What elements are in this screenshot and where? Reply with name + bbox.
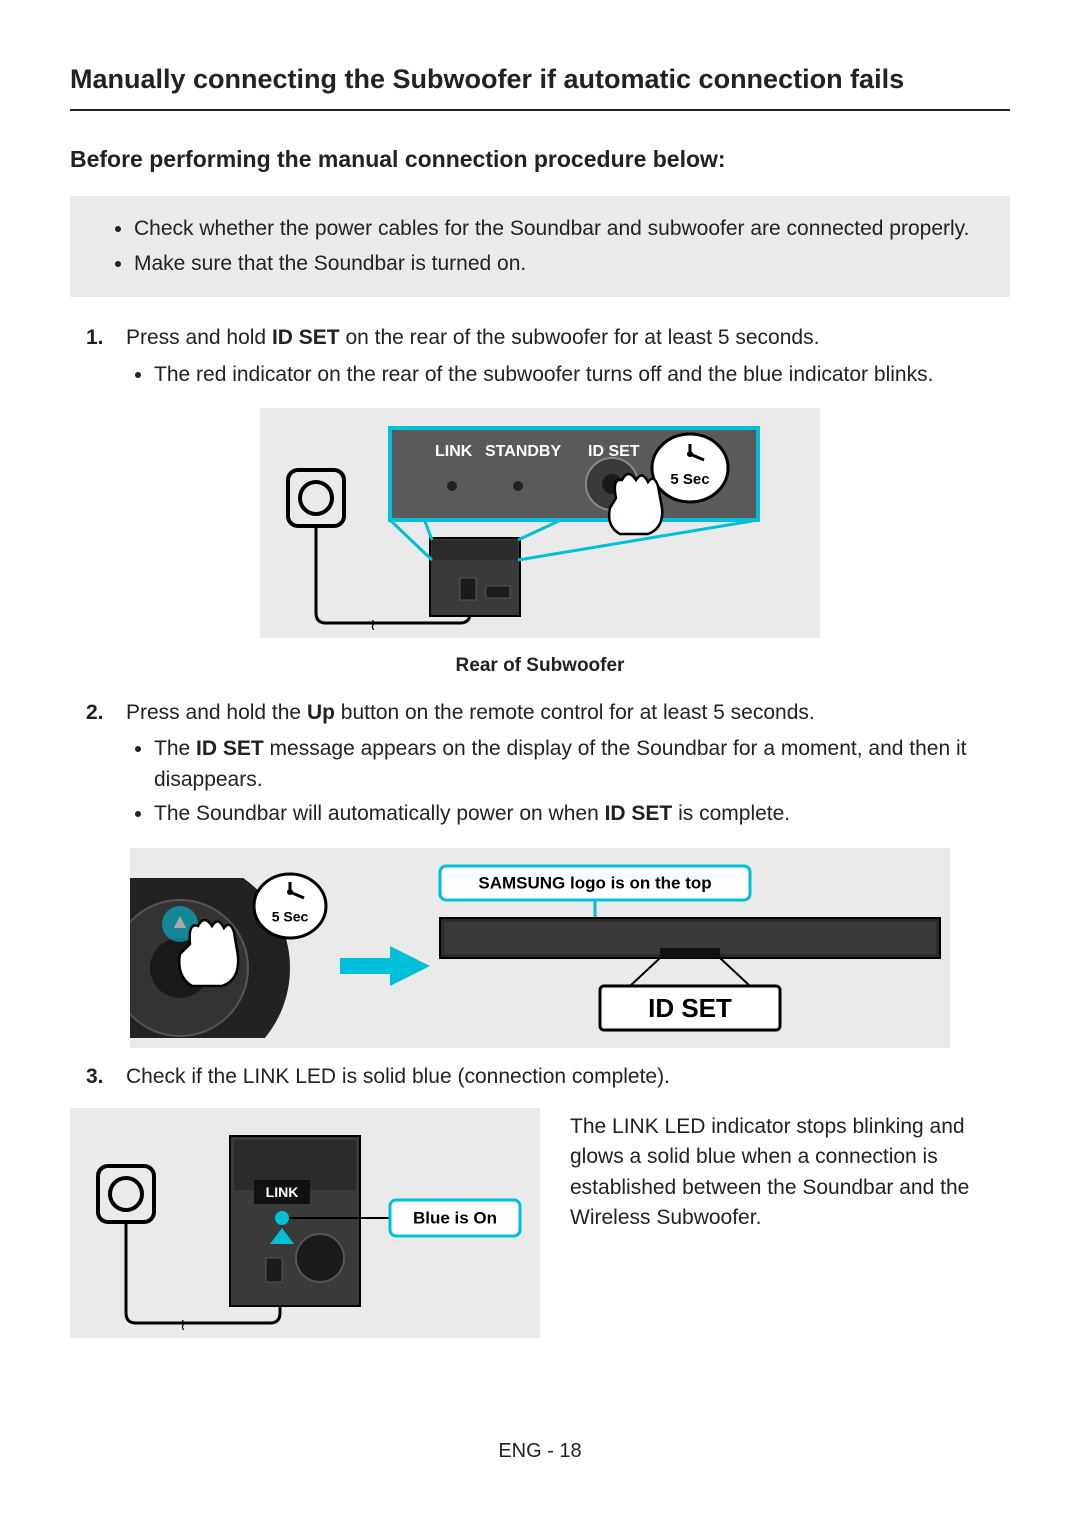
- figure-remote-soundbar: 5 Sec SAMSUNG logo is on the top ID SET: [70, 848, 1010, 1048]
- panel-label-link: LINK: [435, 443, 473, 460]
- step-2-bullet-2: The Soundbar will automatically power on…: [154, 799, 1010, 829]
- step-number: 2.: [86, 698, 104, 728]
- step-1-bullet: The red indicator on the rear of the sub…: [154, 360, 1010, 390]
- step-number: 3.: [86, 1062, 104, 1092]
- step-2: 2. Press and hold the Up button on the r…: [70, 698, 1010, 830]
- five-sec-badge: 5 Sec: [272, 908, 309, 924]
- hand-icon: [609, 474, 662, 534]
- step-number: 1.: [86, 323, 104, 353]
- step-3: 3. Check if the LINK LED is solid blue (…: [70, 1062, 1010, 1092]
- figure-rear-subwoofer: ≀ LINK STANDBY ID SET 5 Sec: [70, 408, 1010, 638]
- panel-label-standby: STANDBY: [485, 443, 561, 460]
- check-item: Check whether the power cables for the S…: [134, 214, 992, 244]
- figure-1-caption: Rear of Subwoofer: [70, 652, 1010, 680]
- section-subtitle: Before performing the manual connection …: [70, 143, 1010, 176]
- step-1: 1. Press and hold ID SET on the rear of …: [70, 323, 1010, 390]
- step-2-text: Press and hold the Up button on the remo…: [126, 701, 815, 724]
- step-3-text: Check if the LINK LED is solid blue (con…: [126, 1065, 670, 1088]
- step-1-text: Press and hold ID SET on the rear of the…: [126, 326, 819, 349]
- page-number: ENG - 18: [70, 1437, 1010, 1466]
- samsung-logo-callout: SAMSUNG logo is on the top: [478, 873, 711, 892]
- svg-text:≀: ≀: [180, 1317, 186, 1334]
- check-item: Make sure that the Soundbar is turned on…: [134, 249, 992, 279]
- step-2-bullet-1: The ID SET message appears on the displa…: [154, 734, 1010, 795]
- soundbar-display-text: ID SET: [648, 992, 732, 1022]
- link-label: LINK: [266, 1184, 299, 1200]
- step-3-description: The LINK LED indicator stops blinking an…: [570, 1108, 1010, 1234]
- five-sec-badge: 5 Sec: [670, 471, 709, 488]
- svg-text:≀: ≀: [370, 617, 376, 634]
- figure-link-led: ≀ LINK Blue is On: [70, 1108, 540, 1347]
- prerequisite-box: Check whether the power cables for the S…: [70, 196, 1010, 297]
- blue-is-on-callout: Blue is On: [413, 1208, 497, 1227]
- page-title: Manually connecting the Subwoofer if aut…: [70, 60, 1010, 111]
